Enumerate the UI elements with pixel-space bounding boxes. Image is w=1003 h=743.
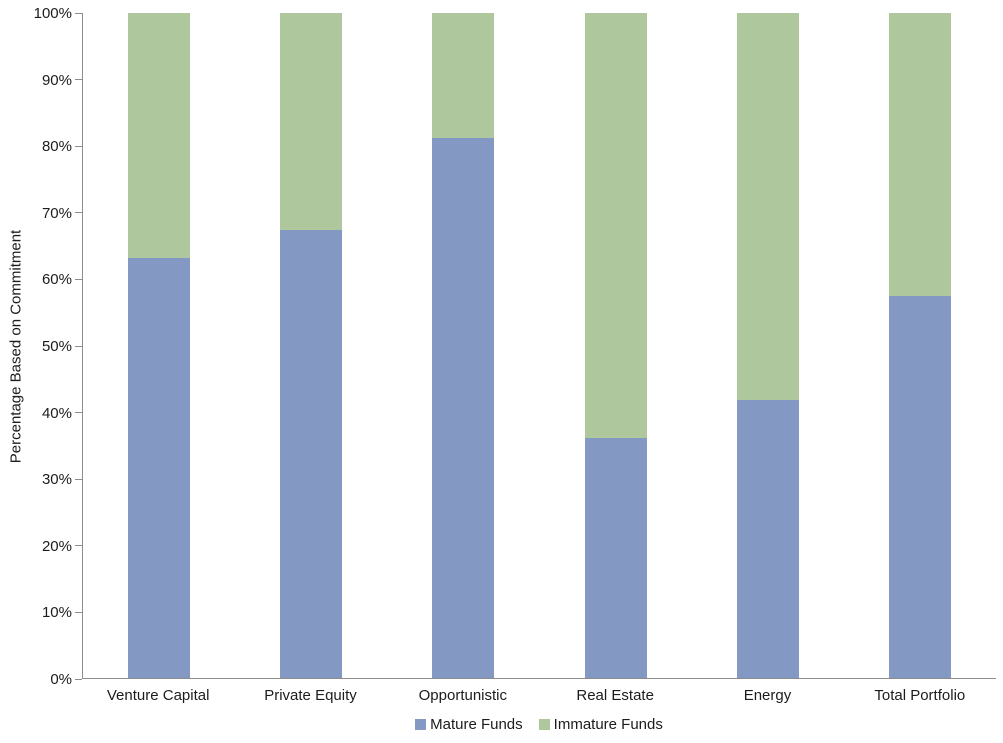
y-tick-label-60-: 60% — [41, 271, 72, 289]
y-tick-label-50-: 50% — [41, 338, 72, 355]
bar-segment-immature-funds-private-equity — [280, 13, 343, 231]
legend-swatch-immature-funds — [538, 719, 550, 730]
bar-slot-real-estate — [540, 13, 692, 678]
x-label-private-equity: Private Equity — [264, 687, 357, 704]
legend-item-immature-funds: Immature Funds — [538, 716, 663, 733]
bar-segment-immature-funds-energy — [736, 13, 799, 401]
legend-item-mature-funds: Mature Funds — [415, 716, 523, 733]
y-tick-70- — [75, 212, 82, 214]
y-tick-label-20-: 20% — [41, 537, 72, 555]
bar-total-portfolio — [888, 13, 951, 678]
y-tick-10- — [75, 611, 82, 613]
y-tick-50- — [75, 345, 82, 347]
y-tick-30- — [75, 478, 82, 480]
x-axis-labels: Venture Capital Private Equity Opportunist… — [82, 687, 996, 704]
bar-energy — [736, 13, 799, 678]
x-label-total-portfolio: Total Portfolio — [874, 687, 966, 704]
bar-slot-venture-capital — [83, 13, 235, 678]
y-tick-label-70-: 70% — [41, 204, 72, 222]
y-tick-label-0-: 0% — [50, 671, 72, 688]
bar-venture-capital — [128, 13, 191, 678]
y-tick-90- — [75, 79, 82, 81]
y-tick-0- — [75, 678, 82, 680]
y-tick-label-90-: 90% — [41, 71, 72, 89]
bar-segment-mature-funds-total-portfolio — [888, 295, 951, 678]
x-label-opportunistic: Opportunistic — [418, 687, 507, 704]
bar-real-estate — [584, 13, 647, 678]
bar-segment-mature-funds-private-equity — [280, 230, 343, 678]
y-tick-label-100-: 100% — [33, 5, 72, 22]
bar-segment-immature-funds-total-portfolio — [888, 13, 951, 296]
bar-slot-opportunistic — [387, 13, 539, 678]
y-tick-80- — [75, 145, 82, 147]
legend-label-mature-funds: Mature Funds — [430, 716, 523, 733]
bars-container — [83, 13, 996, 678]
legend: Mature Funds Immature Funds — [82, 716, 996, 733]
legend-swatch-mature-funds — [415, 719, 427, 730]
bar-segment-immature-funds-venture-capital — [128, 13, 191, 259]
bar-slot-energy — [692, 13, 844, 678]
y-tick-label-30-: 30% — [41, 471, 72, 489]
bar-segment-immature-funds-opportunistic — [432, 13, 495, 139]
x-label-venture-capital: Venture Capital — [106, 687, 210, 704]
plot-area: 0% 10% 20% 30% 40% 50% 60% 70% 80% 90% 100% — [34, 6, 996, 687]
y-tick-40- — [75, 412, 82, 414]
x-label-energy: Energy — [743, 687, 792, 704]
bar-slot-private-equity — [235, 13, 387, 678]
bar-opportunistic — [432, 13, 495, 678]
y-tick-100- — [75, 12, 82, 14]
bar-segment-mature-funds-venture-capital — [128, 258, 191, 678]
bar-slot-total-portfolio — [844, 13, 996, 678]
legend-label-immature-funds: Immature Funds — [553, 716, 663, 733]
bar-segment-mature-funds-opportunistic — [432, 138, 495, 678]
bar-segment-mature-funds-energy — [736, 400, 799, 678]
bar-segment-immature-funds-real-estate — [584, 13, 647, 438]
bar-segment-mature-funds-real-estate — [584, 437, 647, 678]
y-tick-label-40-: 40% — [41, 404, 72, 422]
bar-private-equity — [280, 13, 343, 678]
y-tick-60- — [75, 278, 82, 280]
y-tick-label-80-: 80% — [41, 138, 72, 156]
y-tick-label-10-: 10% — [41, 604, 72, 622]
x-label-real-estate: Real Estate — [576, 687, 654, 704]
y-tick-20- — [75, 545, 82, 547]
